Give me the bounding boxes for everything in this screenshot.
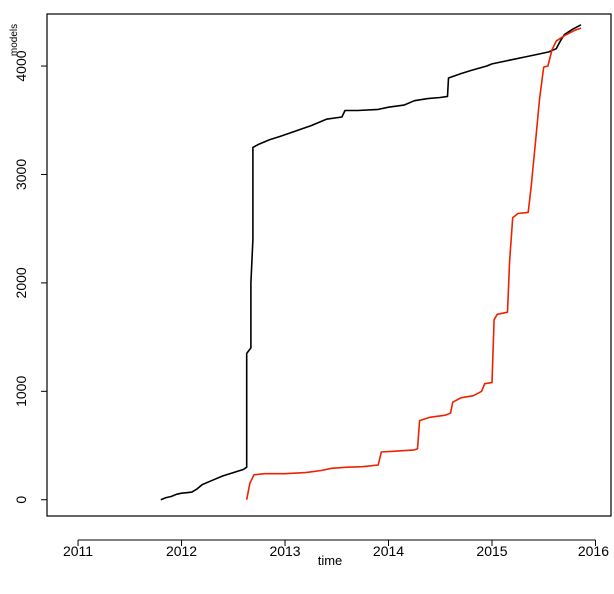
y-tick-label-2: 2000 <box>13 267 29 298</box>
x-tick-label-2: 2013 <box>269 543 300 559</box>
y-axis: 0 1000 2000 3000 4000 <box>13 50 47 504</box>
x-tick-label-0: 2011 <box>63 543 93 559</box>
series-line-2 <box>245 27 582 500</box>
series-layer <box>160 24 582 501</box>
x-tick-label-4: 2015 <box>476 543 507 559</box>
y-tick-label-4: 4000 <box>13 50 29 81</box>
y-tick-label-1: 1000 <box>13 376 29 407</box>
y-axis-unit-label: models <box>9 24 20 56</box>
y-tick-label-0: 0 <box>13 496 29 504</box>
y-tick-label-3: 3000 <box>13 159 29 190</box>
x-tick-label-5: 2016 <box>578 543 609 559</box>
x-tick-label-1: 2012 <box>166 543 197 559</box>
series-line-1 <box>160 24 582 501</box>
plot-frame <box>46 13 612 517</box>
x-axis: 2011 2012 2013 2014 2015 2016 <box>63 539 609 559</box>
x-tick-label-3: 2014 <box>373 543 404 559</box>
x-axis-title: time <box>318 553 343 568</box>
